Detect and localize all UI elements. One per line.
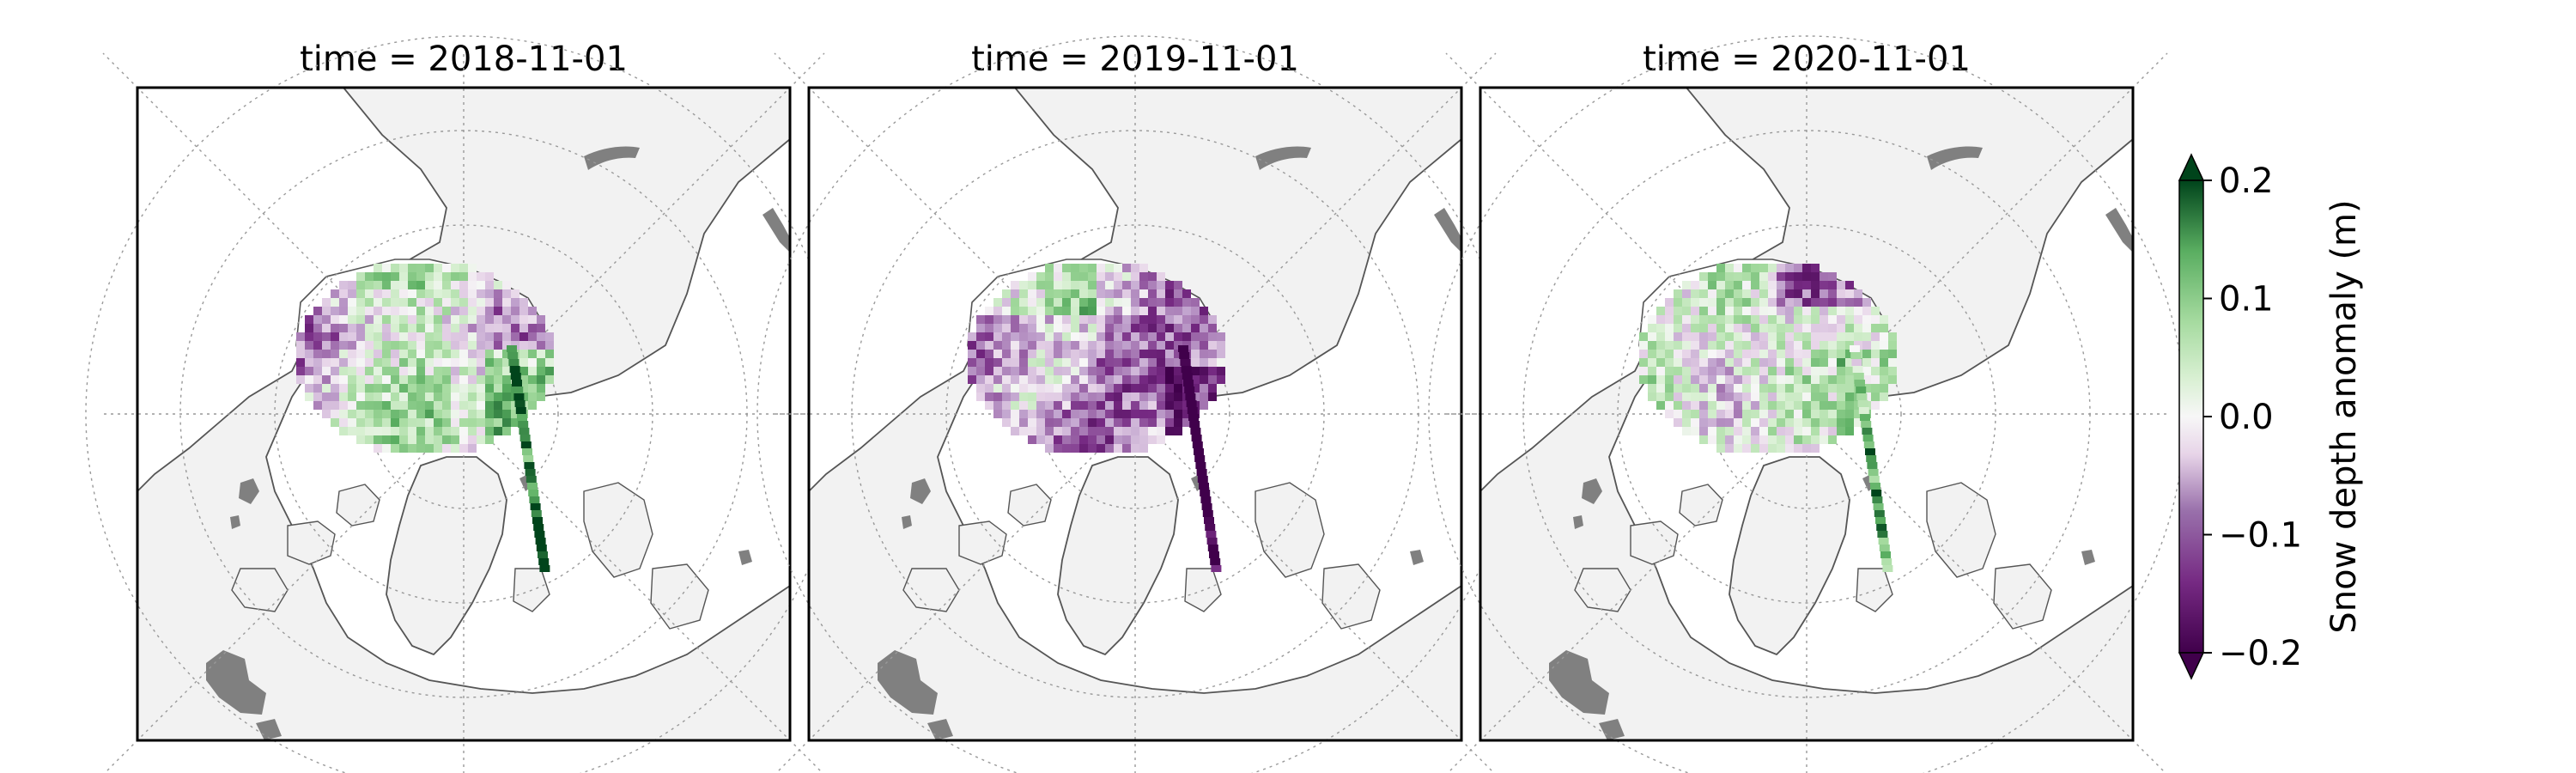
map-panel-2018: time = 2018-11-01 bbox=[85, 35, 842, 773]
panel-title: time = 2020-11-01 bbox=[1643, 40, 1971, 79]
colorbar-extend-max bbox=[2178, 153, 2205, 181]
colorbar-extend-min bbox=[2178, 652, 2205, 680]
colorbar-tick-label: 0.1 bbox=[2219, 280, 2274, 320]
colorbar-tick-label: −0.2 bbox=[2219, 634, 2302, 673]
panel-title: time = 2018-11-01 bbox=[300, 40, 628, 79]
colorbar-tick-label: 0.0 bbox=[2219, 398, 2274, 437]
colorbar-tick-label: −0.1 bbox=[2219, 516, 2302, 556]
anomaly-field bbox=[296, 264, 554, 572]
colorbar-label: Snow depth anomaly (m) bbox=[2324, 199, 2364, 633]
map-panel-2019: time = 2019-11-01 bbox=[756, 35, 1514, 773]
colorbar-gradient bbox=[2178, 180, 2204, 654]
anomaly-field bbox=[1639, 264, 1897, 572]
anomaly-field bbox=[968, 264, 1225, 572]
colorbar-tick-label: 0.2 bbox=[2219, 161, 2274, 201]
colorbar-ticks: 0.2 0.1 0.0 −0.1 −0.2 bbox=[2203, 161, 2302, 673]
colorbar: 0.2 0.1 0.0 −0.1 −0.2 Snow depth anomaly (m) bbox=[2178, 153, 2364, 680]
map-frame bbox=[1479, 86, 2135, 742]
map-panel-2020: time = 2020-11-01 bbox=[1428, 35, 2185, 773]
panel-title: time = 2019-11-01 bbox=[971, 40, 1299, 79]
